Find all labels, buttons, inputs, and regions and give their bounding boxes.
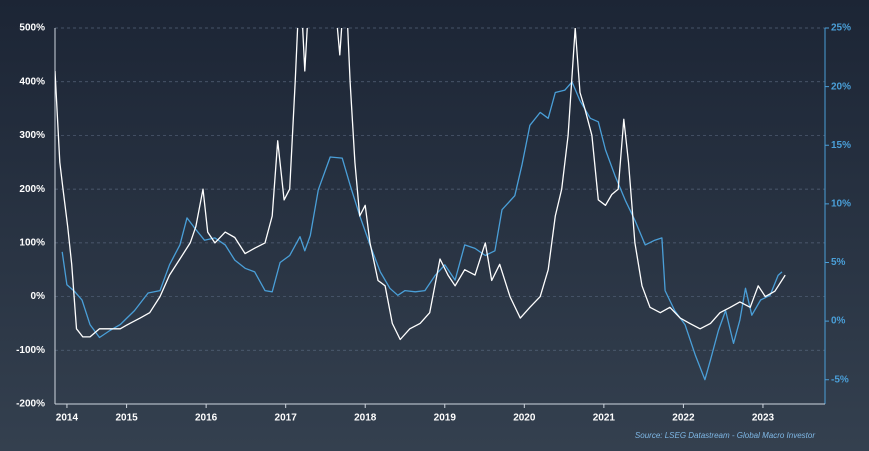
x-tick-label: 2014	[56, 413, 79, 424]
y2-tick-label: 5%	[831, 257, 846, 268]
x-tick-label: 2019	[434, 413, 457, 424]
y-tick-label: 300%	[19, 130, 45, 141]
x-tick-label: 2016	[195, 413, 218, 424]
y-tick-label: -100%	[16, 345, 45, 356]
y2-tick-label: 0%	[831, 316, 846, 327]
y-tick-label: 200%	[19, 184, 45, 195]
y-tick-label: 100%	[19, 237, 45, 248]
y2-tick-label: -5%	[831, 374, 849, 385]
source-note: Source: LSEG Datastream - Global Macro I…	[635, 431, 815, 440]
x-tick-label: 2023	[752, 413, 775, 424]
x-tick-label: 2018	[354, 413, 377, 424]
series-line	[55, 28, 786, 341]
y-tick-label: 0%	[31, 291, 46, 302]
x-tick-label: 2021	[593, 413, 616, 424]
plot-area	[55, 28, 786, 381]
y-tick-label: 400%	[19, 76, 45, 87]
x-tick-label: 2015	[115, 413, 138, 424]
y2-tick-label: 25%	[831, 23, 851, 34]
x-tick-label: 2020	[513, 413, 536, 424]
y-tick-label: 500%	[19, 23, 45, 34]
x-tick-label: 2022	[672, 413, 695, 424]
x-tick-label: 2017	[275, 413, 298, 424]
y2-tick-label: 10%	[831, 199, 851, 210]
y2-tick-label: 15%	[831, 140, 851, 151]
y-tick-label: -200%	[16, 399, 45, 410]
y2-tick-label: 20%	[831, 81, 851, 92]
